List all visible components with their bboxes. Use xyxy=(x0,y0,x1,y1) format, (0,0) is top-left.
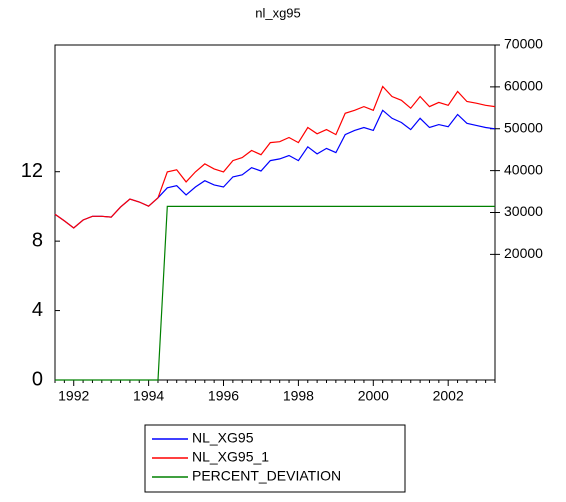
y2-tick-label: 70000 xyxy=(504,36,543,52)
legend-label: PERCENT_DEVIATION xyxy=(192,468,341,484)
x-tick-label: 1998 xyxy=(283,388,314,404)
y-tick-label: 0 xyxy=(32,368,43,390)
chart-title: nl_xg95 xyxy=(255,5,301,20)
x-tick-label: 1996 xyxy=(208,388,239,404)
y2-tick-label: 60000 xyxy=(504,78,543,94)
y2-tick-label: 40000 xyxy=(504,161,543,177)
y-tick-label: 12 xyxy=(21,160,43,182)
plot-frame xyxy=(54,44,496,381)
y2-tick-label: 30000 xyxy=(504,203,543,219)
legend-label: NL_XG95_1 xyxy=(192,449,269,465)
y2-tick-label: 50000 xyxy=(504,119,543,135)
y-tick-label: 8 xyxy=(32,229,43,251)
series-line xyxy=(55,205,495,381)
legend-label: NL_XG95 xyxy=(192,430,254,446)
x-tick-label: 1994 xyxy=(133,388,164,404)
x-tick-label: 2002 xyxy=(433,388,464,404)
y2-tick-label: 20000 xyxy=(504,245,543,261)
series-line xyxy=(54,109,496,229)
series-line xyxy=(54,85,496,229)
y-tick-label: 4 xyxy=(32,299,43,321)
x-tick-label: 1992 xyxy=(58,388,89,404)
x-tick-label: 2000 xyxy=(358,388,389,404)
legend xyxy=(144,424,406,493)
